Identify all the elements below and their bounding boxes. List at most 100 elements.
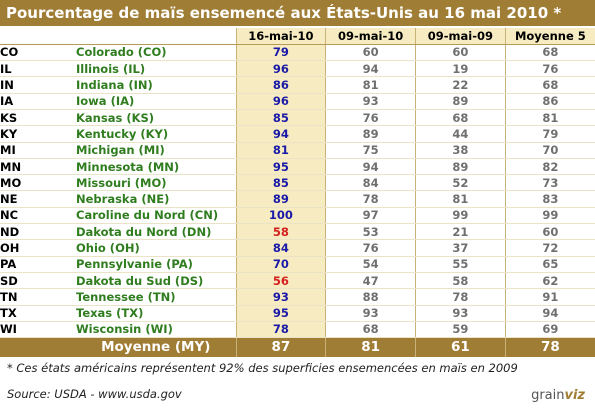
comparison-value: 78 — [415, 288, 506, 306]
comparison-value: 84 — [325, 174, 416, 192]
state-name: Texas (TX) — [76, 305, 236, 322]
table-row: MO Missouri (MO) 85 84 52 73 — [0, 174, 595, 192]
state-abbreviation: NE — [0, 190, 76, 208]
current-week-value: 85 — [235, 174, 326, 192]
state-name: Missouri (MO) — [76, 174, 236, 192]
comparison-value: 70 — [504, 142, 595, 159]
comparison-value: 37 — [415, 239, 506, 257]
state-name: Pennsylvanie (PA) — [76, 256, 236, 273]
comparison-value: 78 — [325, 190, 416, 208]
current-week-value: 94 — [235, 125, 326, 143]
comparison-value: 91 — [504, 288, 595, 306]
comparison-value: 81 — [325, 76, 416, 94]
state-name: Nebraska (NE) — [76, 190, 236, 208]
state-abbreviation: CO — [0, 44, 76, 62]
table-row: PA Pennsylvanie (PA) 70 54 55 65 — [0, 256, 595, 273]
current-week-value: 70 — [235, 256, 326, 273]
average-value: 87 — [235, 337, 326, 357]
table-row: OH Ohio (OH) 84 76 37 72 — [0, 239, 595, 257]
state-name: Dakota du Nord (DN) — [76, 223, 236, 241]
table-row: ND Dakota du Nord (DN) 58 53 21 60 — [0, 223, 595, 241]
comparison-value: 94 — [325, 158, 416, 176]
comparison-value: 62 — [504, 272, 595, 290]
comparison-value: 47 — [325, 272, 416, 290]
current-week-value: 79 — [235, 44, 326, 62]
current-week-value: 95 — [235, 305, 326, 322]
comparison-value: 94 — [504, 305, 595, 322]
footnote: * Ces états américains représentent 92% … — [7, 361, 518, 375]
comparison-value: 55 — [415, 256, 506, 273]
state-name: Ohio (OH) — [76, 239, 236, 257]
table-row: TN Tennessee (TN) 93 88 78 91 — [0, 288, 595, 306]
comparison-value: 59 — [415, 321, 506, 339]
header-blank — [0, 28, 76, 45]
comparison-value: 68 — [415, 109, 506, 127]
grainviz-logo: grainviz — [531, 388, 585, 403]
comparison-value: 94 — [325, 60, 416, 78]
comparison-value: 75 — [325, 142, 416, 159]
table-row: KY Kentucky (KY) 94 89 44 79 — [0, 125, 595, 143]
state-name: Illinois (IL) — [76, 60, 236, 78]
state-abbreviation: KS — [0, 109, 76, 127]
column-header: 16-mai-10 — [235, 28, 326, 45]
comparison-value: 81 — [504, 109, 595, 127]
current-week-value: 100 — [235, 207, 326, 225]
column-header: 09-mai-10 — [325, 28, 416, 45]
header-row: 16-mai-10 09-mai-10 09-mai-09 Moyenne 5 — [0, 28, 595, 45]
column-header: Moyenne 5 — [504, 28, 595, 45]
comparison-value: 88 — [325, 288, 416, 306]
comparison-value: 81 — [415, 190, 506, 208]
comparison-value: 68 — [504, 44, 595, 62]
comparison-value: 72 — [504, 239, 595, 257]
comparison-value: 89 — [415, 158, 506, 176]
column-header: 09-mai-09 — [415, 28, 506, 45]
table-row: NE Nebraska (NE) 89 78 81 83 — [0, 190, 595, 208]
comparison-value: 99 — [504, 207, 595, 225]
comparison-value: 73 — [504, 174, 595, 192]
current-week-value: 96 — [235, 60, 326, 78]
state-name: Minnesota (MN) — [76, 158, 236, 176]
state-name: Kansas (KS) — [76, 109, 236, 127]
comparison-value: 22 — [415, 76, 506, 94]
state-abbreviation: TN — [0, 288, 76, 306]
table-row: TX Texas (TX) 95 93 93 94 — [0, 305, 595, 322]
comparison-value: 60 — [415, 44, 506, 62]
state-abbreviation: ND — [0, 223, 76, 241]
table-row: IN Indiana (IN) 86 81 22 68 — [0, 76, 595, 94]
table-row: CO Colorado (CO) 79 60 60 68 — [0, 44, 595, 62]
table-row: IL Illinois (IL) 96 94 19 76 — [0, 60, 595, 78]
state-name: Dakota du Sud (DS) — [76, 272, 236, 290]
state-abbreviation: MN — [0, 158, 76, 176]
state-name: Kentucky (KY) — [76, 125, 236, 143]
comparison-value: 93 — [325, 93, 416, 110]
logo-text-grain: grain — [531, 388, 565, 403]
comparison-value: 52 — [415, 174, 506, 192]
comparison-value: 97 — [325, 207, 416, 225]
state-abbreviation: IA — [0, 93, 76, 110]
table-row: SD Dakota du Sud (DS) 56 47 58 62 — [0, 272, 595, 290]
current-week-value: 78 — [235, 321, 326, 339]
current-week-value: 85 — [235, 109, 326, 127]
state-abbreviation: NC — [0, 207, 76, 225]
table-row: MI Michigan (MI) 81 75 38 70 — [0, 142, 595, 159]
comparison-value: 69 — [504, 321, 595, 339]
header-blank — [76, 28, 236, 45]
comparison-value: 68 — [325, 321, 416, 339]
current-week-value: 81 — [235, 142, 326, 159]
comparison-value: 79 — [504, 125, 595, 143]
table-row: WI Wisconsin (WI) 78 68 59 69 — [0, 321, 595, 339]
current-week-value: 95 — [235, 158, 326, 176]
comparison-value: 82 — [504, 158, 595, 176]
table-row: KS Kansas (KS) 85 76 68 81 — [0, 109, 595, 127]
comparison-value: 76 — [325, 239, 416, 257]
state-name: Wisconsin (WI) — [76, 321, 236, 339]
current-week-value: 89 — [235, 190, 326, 208]
comparison-value: 76 — [325, 109, 416, 127]
comparison-value: 60 — [325, 44, 416, 62]
state-abbreviation: MO — [0, 174, 76, 192]
state-abbreviation: IL — [0, 60, 76, 78]
source-note: Source: USDA - www.usda.gov — [7, 387, 182, 401]
average-value: 61 — [415, 337, 506, 357]
comparison-value: 86 — [504, 93, 595, 110]
state-name: Iowa (IA) — [76, 93, 236, 110]
